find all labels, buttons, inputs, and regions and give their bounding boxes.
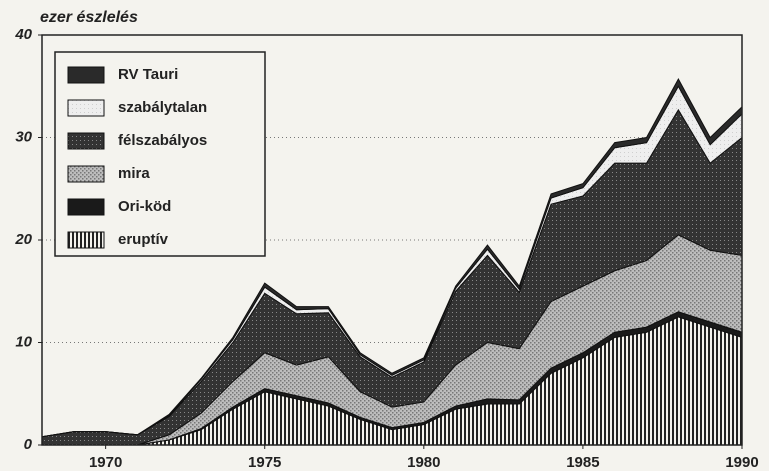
legend-swatch [67,99,105,117]
legend-swatch [67,231,105,249]
x-tick-label: 1985 [566,454,599,471]
legend-label: RV Tauri [118,66,178,83]
y-tick-label: 10 [15,333,32,350]
x-tick-label: 1970 [89,454,122,471]
y-tick-label: 30 [15,128,32,145]
legend-box [54,51,266,257]
legend-label: félszabályos [118,132,207,149]
legend-label: eruptív [118,231,169,248]
y-tick-label: 40 [14,26,32,43]
legend-label: szabálytalan [118,99,207,116]
legend-swatch [67,165,105,183]
legend-swatch [67,132,105,150]
x-tick-label: 1975 [248,454,281,471]
legend-swatch [67,198,105,216]
y-tick-label: 20 [14,231,32,248]
y-axis-label: ezer észlelés [40,9,138,26]
legend-label: Ori-köd [118,198,171,215]
plot-frame [41,34,743,446]
legend-swatch [67,66,105,84]
y-tick-label: 0 [24,436,33,453]
legend-label: mira [118,165,150,182]
x-tick-label: 1980 [407,454,440,471]
x-tick-label: 1990 [725,454,758,471]
